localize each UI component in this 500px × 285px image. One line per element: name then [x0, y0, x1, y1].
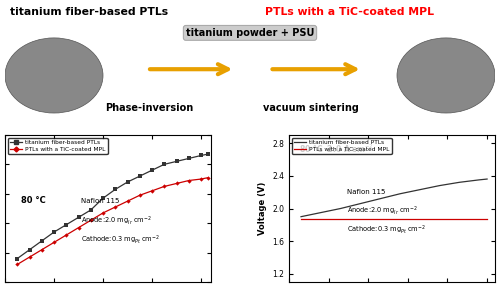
Ellipse shape	[5, 38, 103, 113]
Text: vacuum sintering: vacuum sintering	[264, 103, 359, 113]
Text: titanium fiber-based PTLs: titanium fiber-based PTLs	[10, 7, 168, 17]
Text: titanium powder + PSU: titanium powder + PSU	[186, 28, 314, 38]
Legend: titanium fiber-based PTLs, PTLs with a TiC-coated MPL: titanium fiber-based PTLs, PTLs with a T…	[292, 138, 392, 154]
Ellipse shape	[397, 38, 495, 113]
Text: Phase-inversion: Phase-inversion	[106, 103, 194, 113]
Text: Anode:2.0 mg$_{Ir}$ cm$^{-2}$: Anode:2.0 mg$_{Ir}$ cm$^{-2}$	[347, 204, 418, 217]
Text: Nafion 115: Nafion 115	[81, 198, 120, 203]
Text: Cathode:0.3 mg$_{Pt}$ cm$^{-2}$: Cathode:0.3 mg$_{Pt}$ cm$^{-2}$	[81, 234, 160, 246]
Y-axis label: Voltage (V): Voltage (V)	[258, 182, 266, 235]
Text: Nafion 115: Nafion 115	[347, 189, 385, 195]
Text: Anode:2.0 mg$_{Ir}$ cm$^{-2}$: Anode:2.0 mg$_{Ir}$ cm$^{-2}$	[81, 214, 152, 227]
Text: 80 °C: 80 °C	[22, 196, 46, 205]
Text: PTLs with a TiC-coated MPL: PTLs with a TiC-coated MPL	[264, 7, 434, 17]
Legend: titanium fiber-based PTLs, PTLs with a TiC-coated MPL: titanium fiber-based PTLs, PTLs with a T…	[8, 138, 108, 154]
Text: 80 °C  2.0 A cm$^{-2}$: 80 °C 2.0 A cm$^{-2}$	[300, 142, 374, 154]
Text: Cathode:0.3 mg$_{Pt}$ cm$^{-2}$: Cathode:0.3 mg$_{Pt}$ cm$^{-2}$	[347, 223, 426, 236]
